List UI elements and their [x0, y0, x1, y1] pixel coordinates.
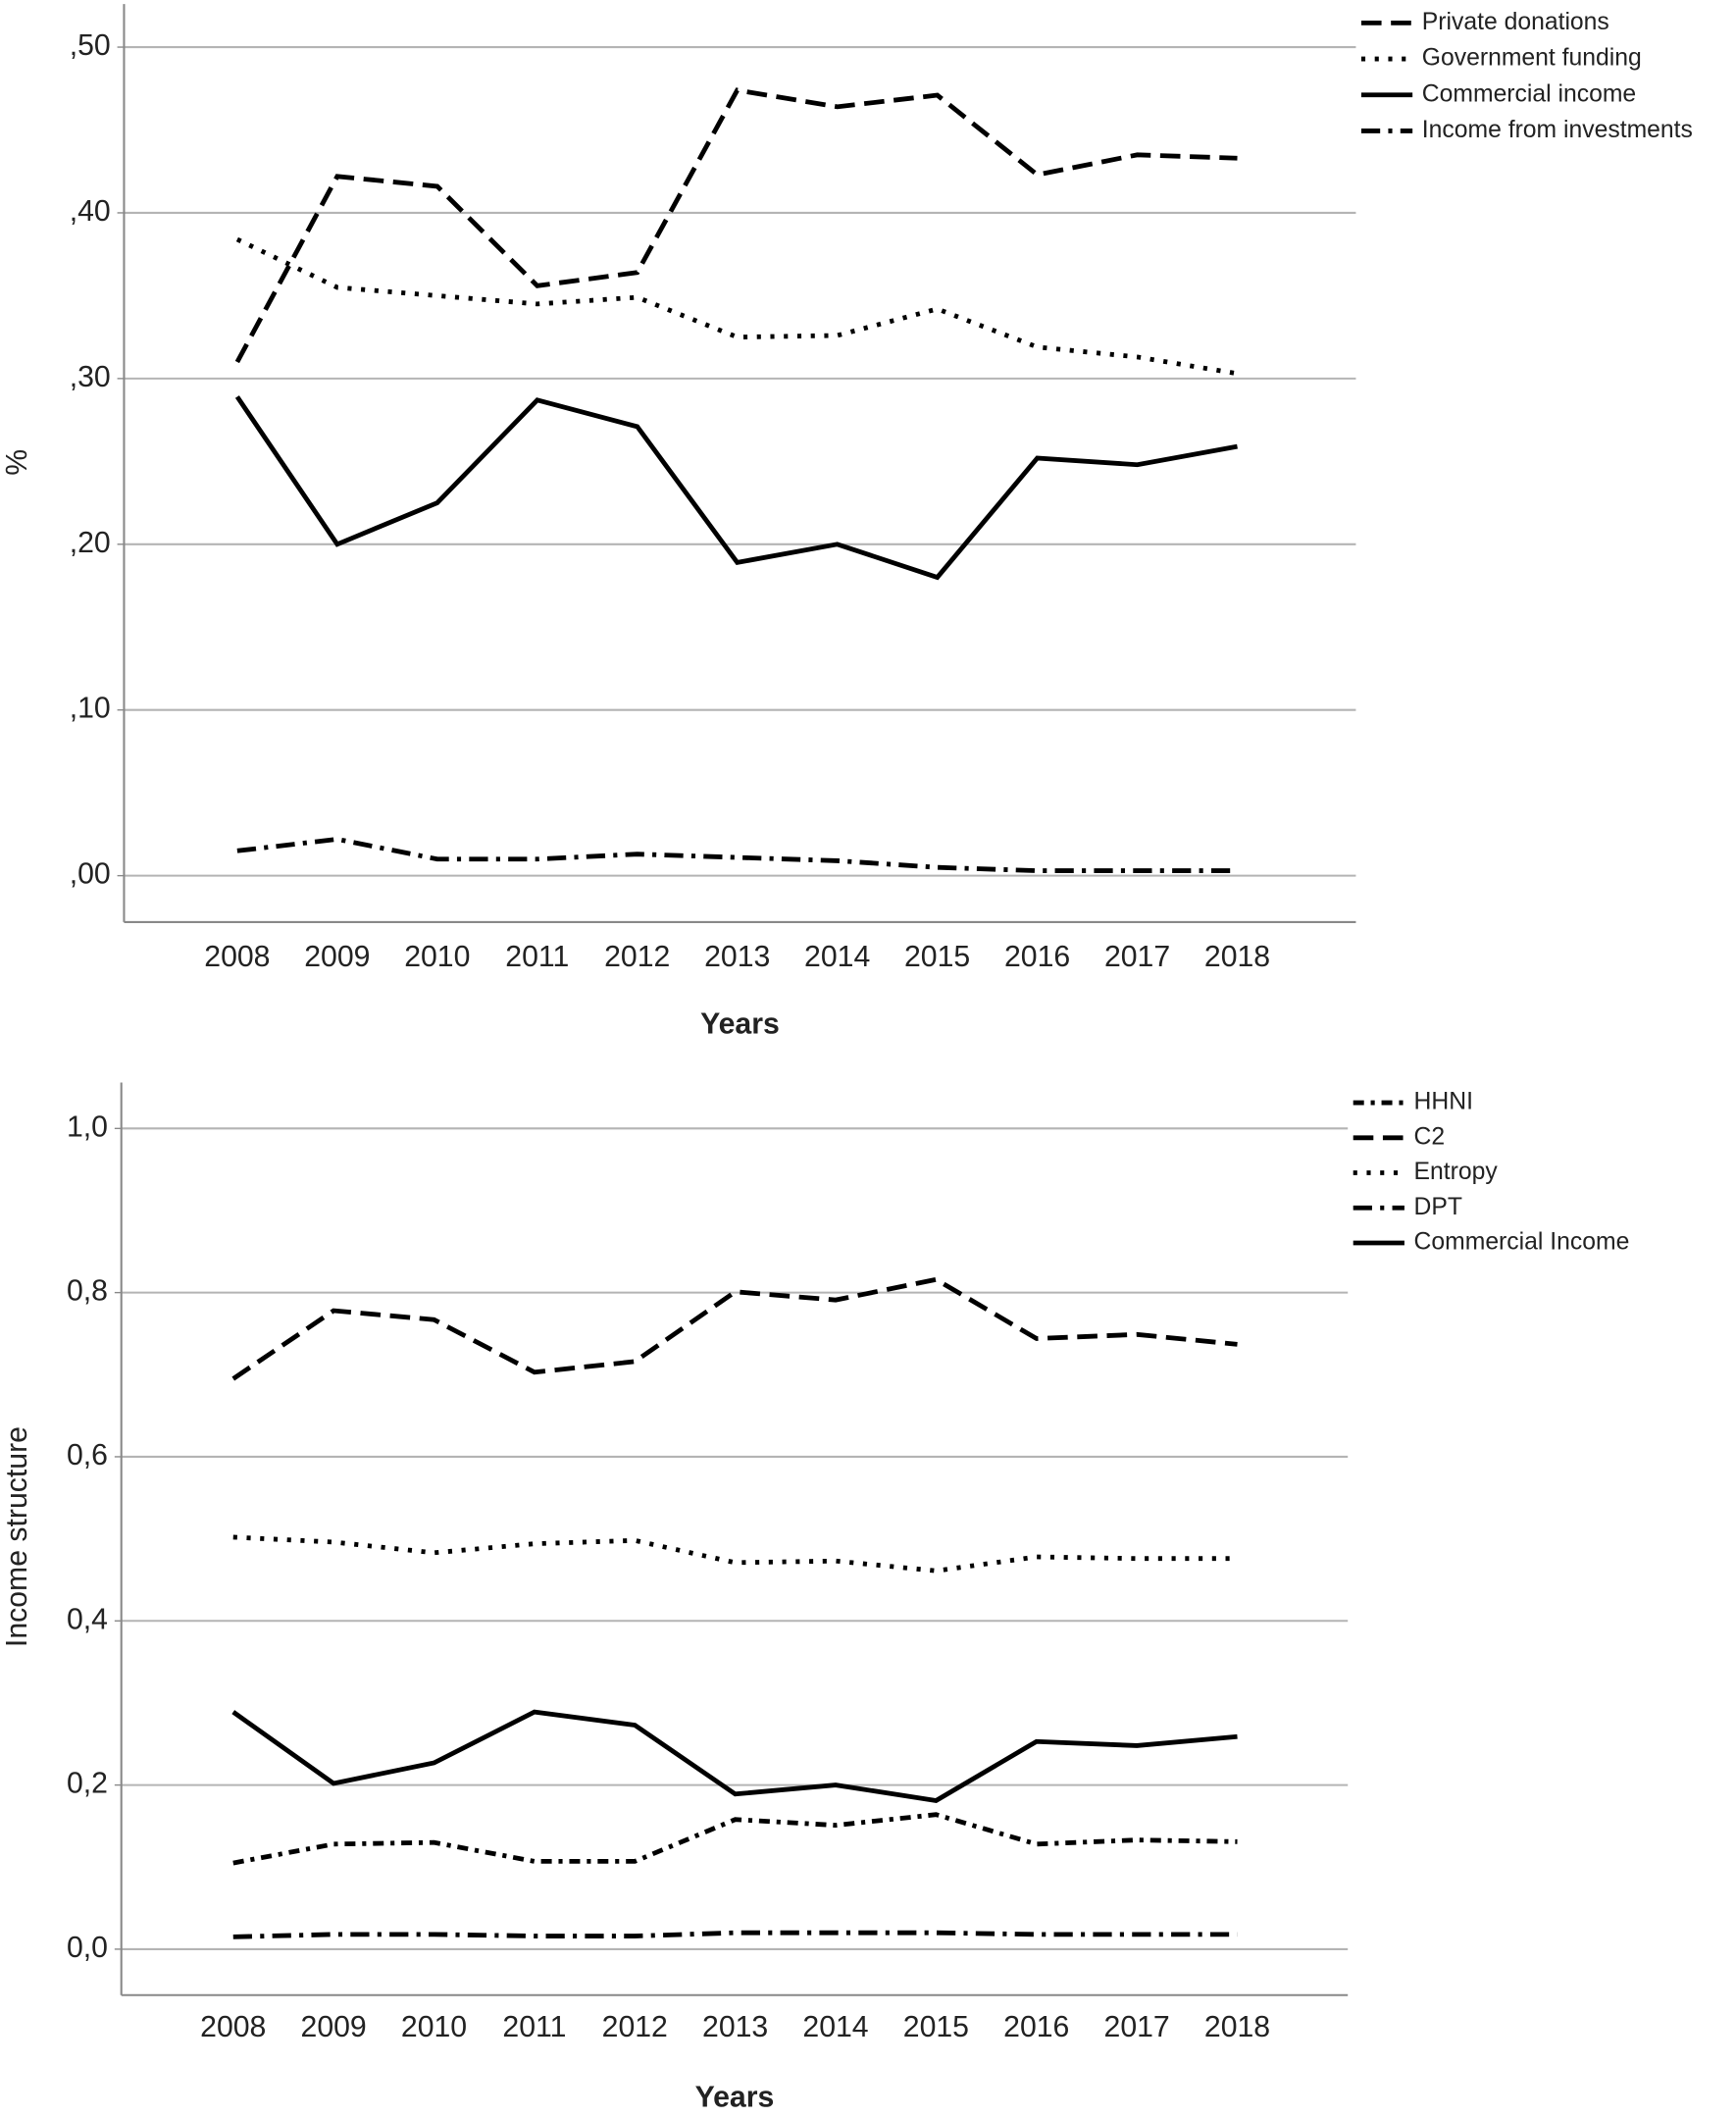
legend-label: Entropy	[1414, 1159, 1499, 1185]
line-series	[231, 1276, 1238, 1381]
y-axis-title: Income structure	[1, 1426, 33, 1647]
y-tick-label: 0,8	[67, 1275, 108, 1308]
x-tick-label: 2008	[204, 941, 270, 973]
x-tick-label: 2013	[704, 941, 770, 973]
line-series	[232, 1930, 1238, 1939]
y-tick-label: ,10	[70, 693, 111, 725]
line-series	[232, 1812, 1238, 1866]
x-tick-label: 2012	[604, 941, 670, 973]
legend-label: DPT	[1414, 1194, 1462, 1220]
x-tick-label: 2009	[304, 941, 370, 973]
y-tick-label: 0,4	[67, 1603, 108, 1635]
y-tick-label: ,30	[70, 361, 111, 393]
line-series	[234, 395, 1238, 581]
x-tick-label: 2012	[602, 2011, 668, 2043]
line-series	[231, 1709, 1238, 1804]
x-tick-label: 2010	[404, 941, 470, 973]
x-tick-label: 2018	[1204, 941, 1270, 973]
x-tick-label: 2016	[1004, 941, 1070, 973]
x-tick-label: 2011	[505, 941, 569, 973]
x-tick-label: 2018	[1204, 2011, 1270, 2043]
line-series	[235, 236, 1238, 377]
x-axis-title: Years	[695, 2082, 775, 2114]
line-series	[234, 87, 1238, 364]
x-tick-label: 2013	[702, 2011, 768, 2043]
y-tick-label: 1,0	[67, 1110, 108, 1143]
legend-label: Commercial Income	[1414, 1229, 1630, 1256]
legend-label: HHNI	[1414, 1089, 1473, 1115]
y-tick-label: 0,2	[67, 1768, 108, 1800]
x-tick-label: 2014	[802, 2011, 868, 2043]
x-tick-label: 2010	[401, 2011, 467, 2043]
x-tick-label: 2015	[904, 941, 970, 973]
y-tick-label: ,40	[70, 195, 111, 228]
y-tick-label: ,20	[70, 527, 111, 559]
legend-label: Private donations	[1422, 9, 1609, 35]
x-tick-label: 2015	[903, 2011, 969, 2043]
legend-label: C2	[1414, 1123, 1446, 1150]
x-axis-title: Years	[700, 1008, 780, 1041]
x-tick-label: 2017	[1104, 941, 1170, 973]
line-series	[236, 837, 1238, 873]
x-tick-label: 2016	[1003, 2011, 1069, 2043]
y-tick-label: ,50	[70, 29, 111, 62]
line-series	[232, 1534, 1238, 1574]
legend-label: Income from investments	[1422, 117, 1693, 143]
y-tick-label: 0,0	[67, 1932, 108, 1964]
x-tick-label: 2008	[200, 2011, 266, 2043]
legend-label: Government funding	[1422, 45, 1642, 72]
x-tick-label: 2011	[502, 2011, 566, 2043]
y-tick-label: ,00	[70, 858, 111, 891]
x-tick-label: 2009	[301, 2011, 367, 2043]
y-tick-label: 0,6	[67, 1439, 108, 1472]
x-tick-label: 2017	[1104, 2011, 1170, 2043]
x-tick-label: 2014	[804, 941, 870, 973]
legend-label: Commercial income	[1422, 80, 1636, 107]
y-axis-title: %	[1, 449, 33, 476]
